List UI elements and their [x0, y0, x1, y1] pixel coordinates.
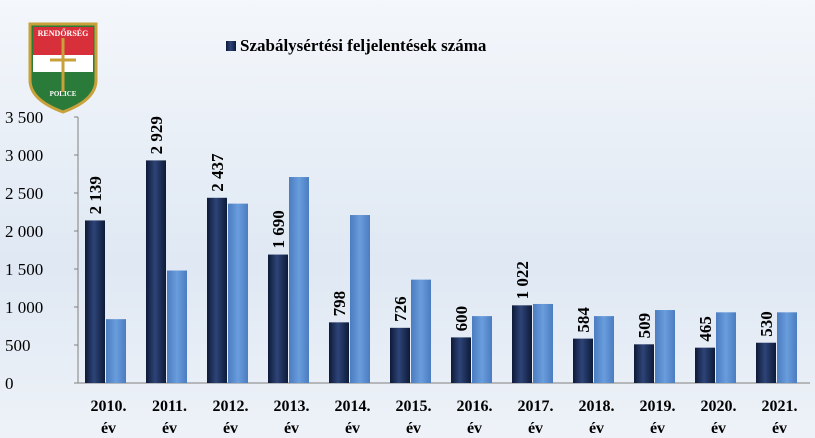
x-tick-label: 2015. év: [395, 398, 432, 437]
value-label: 2 139: [86, 176, 105, 214]
logo: RENDŐRSÉG POLICE: [28, 22, 98, 114]
y-tick-label: 0: [5, 374, 14, 393]
value-label: 1 022: [513, 261, 532, 299]
bar: [594, 316, 614, 383]
x-tick-label: 2016. év: [456, 398, 493, 437]
bar: [512, 305, 532, 383]
bar: [85, 220, 105, 383]
logo-top: RENDŐRSÉG: [38, 28, 89, 38]
x-tick-label: 2019. év: [639, 398, 676, 437]
value-label: 509: [635, 313, 654, 339]
bar: [268, 254, 288, 383]
bar: [634, 344, 654, 383]
y-tick-label: 2 500: [5, 184, 43, 203]
value-label: 600: [452, 306, 471, 332]
bar: [472, 316, 492, 383]
x-tick-label: 2011. év: [151, 398, 188, 437]
x-tick-label: 2020. év: [700, 398, 737, 437]
value-label: 726: [391, 296, 410, 322]
legend-marker: [226, 41, 236, 51]
x-tick-label: 2013. év: [273, 398, 310, 437]
logo-bottom: POLICE: [50, 90, 77, 98]
value-label: 465: [696, 316, 715, 342]
x-tick-label: 2012. év: [212, 398, 249, 437]
y-tick-label: 3 500: [5, 108, 43, 127]
value-label: 798: [330, 291, 349, 317]
bar: [573, 338, 593, 383]
bar: [716, 312, 736, 383]
bar: [756, 342, 776, 383]
bar: [207, 197, 227, 383]
bar: [350, 215, 370, 383]
y-tick-label: 500: [5, 336, 31, 355]
y-tick-label: 1 000: [5, 298, 43, 317]
y-tick-label: 2 000: [5, 222, 43, 241]
bar: [289, 177, 309, 383]
x-tick-label: 2018. év: [578, 398, 615, 437]
bar: [390, 327, 410, 383]
y-tick-label: 1 500: [5, 260, 43, 279]
value-label: 530: [757, 311, 776, 337]
x-tick-label: 2010. év: [90, 398, 127, 437]
bar: [695, 347, 715, 383]
x-tick-label: 2021. év: [761, 398, 798, 437]
value-label: 2 437: [208, 153, 227, 192]
bar: [167, 270, 187, 383]
bar: [533, 303, 553, 383]
x-tick-label: 2017. év: [517, 398, 554, 437]
bar: [777, 312, 797, 383]
bar: [411, 279, 431, 383]
legend-label: Szabálysértési feljelentések száma: [240, 36, 487, 55]
bar: [106, 319, 126, 383]
x-tick-label: 2014. év: [334, 398, 371, 437]
value-label: 584: [574, 307, 593, 333]
value-label: 1 690: [269, 210, 288, 248]
value-label: 2 929: [147, 116, 166, 154]
bar: [451, 337, 471, 383]
bar: [146, 160, 166, 383]
bar: [655, 310, 675, 383]
bar: [329, 322, 349, 383]
y-tick-label: 3 000: [5, 146, 43, 165]
bar: [228, 203, 248, 383]
